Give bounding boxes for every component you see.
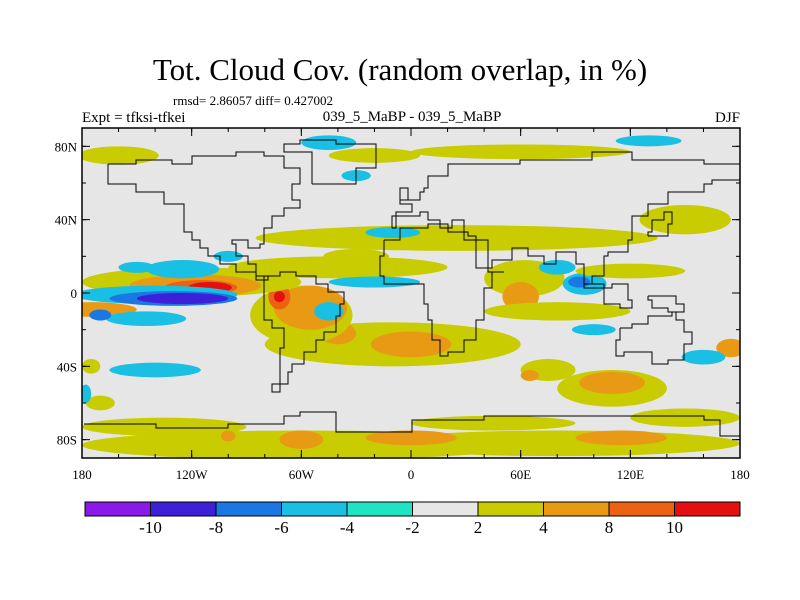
anomaly-patch <box>615 135 682 147</box>
anomaly-patch <box>314 302 344 321</box>
anomaly-patch <box>630 408 740 427</box>
anomaly-patch <box>370 331 452 358</box>
anomaly-patch <box>575 430 667 446</box>
anomaly-patch <box>82 417 247 437</box>
x-tick-label: 120E <box>617 467 645 482</box>
colorbar-swatch <box>674 501 741 517</box>
colorbar-label: -2 <box>405 518 419 537</box>
colorbar-label: 4 <box>539 518 548 537</box>
anomaly-patch <box>568 276 591 288</box>
anomaly-patch <box>520 370 539 381</box>
anomaly-patch <box>323 249 390 264</box>
land-outline <box>84 139 740 437</box>
x-tick-label: 0 <box>408 467 415 482</box>
anomaly-patch <box>89 309 112 321</box>
anomaly-patch <box>136 293 229 304</box>
colorbar-label: -8 <box>209 518 223 537</box>
colorbar-label: -10 <box>139 518 162 537</box>
colorbar-swatch <box>84 501 151 517</box>
anomaly-patch <box>82 146 159 165</box>
anomaly-patch <box>575 263 686 279</box>
colorbar-swatch <box>150 501 217 517</box>
anomaly-patch <box>118 261 156 273</box>
anomaly-patch <box>279 430 324 449</box>
season-label: DJF <box>714 110 740 126</box>
y-tick-label: 40N <box>55 213 78 228</box>
coastline <box>391 151 740 285</box>
coastline <box>583 283 633 309</box>
colorbar-swatch <box>412 501 479 517</box>
anomaly-patch <box>85 395 115 411</box>
coastline <box>263 271 345 393</box>
coastline <box>615 311 693 365</box>
anomaly-patch <box>328 148 421 163</box>
colorbar-swatch <box>281 501 348 517</box>
anomaly-patch <box>328 276 421 288</box>
colorbar-swatch <box>346 501 413 517</box>
coastline <box>399 187 409 201</box>
anomaly-patch <box>639 205 731 235</box>
y-tick-label: 80S <box>57 433 77 448</box>
x-tick-label: 60W <box>289 467 315 482</box>
x-tick-label: 60E <box>510 467 531 482</box>
anomaly-patch <box>145 260 220 279</box>
anomaly-patch <box>411 415 576 431</box>
anomaly-patch <box>109 362 201 378</box>
colorbar-label: 8 <box>605 518 614 537</box>
stats-text: rmsd= 2.86057 diff= 0.427002 <box>173 93 333 108</box>
coastline <box>283 139 377 185</box>
chart-title: Tot. Cloud Cov. (random overlap, in %) <box>152 52 648 87</box>
coastline <box>379 223 504 357</box>
experiment-label: Expt = tfksi-tfkei <box>82 110 186 126</box>
anomaly-patch <box>716 338 740 358</box>
colorbar-swatch <box>543 501 610 517</box>
anomaly-patch <box>365 227 421 238</box>
anomaly-patch <box>411 144 631 160</box>
anomaly-patch <box>571 324 616 336</box>
comparison-label: 039_5_MaBP - 039_5_MaBP <box>322 109 502 125</box>
x-tick-label: 180 <box>730 467 750 482</box>
anomaly-patch <box>365 430 457 446</box>
coastline <box>647 295 685 313</box>
y-tick-label: 40S <box>57 359 77 374</box>
x-tick-label: 180 <box>72 467 92 482</box>
anomaly-patch <box>484 302 631 321</box>
y-tick-label: 0 <box>71 286 78 301</box>
x-tick-label: 120W <box>176 467 209 482</box>
colorbar-label: 2 <box>474 518 483 537</box>
anomaly-patch <box>82 384 92 403</box>
colorbar-label: -4 <box>340 518 355 537</box>
anomaly-patch <box>579 371 645 394</box>
y-tick-label: 80N <box>55 139 78 154</box>
colorbar: -10 -8 -6 -4 -2 2 4 8 10 <box>84 501 741 537</box>
anomaly-patch <box>220 430 236 442</box>
anomaly-patch <box>273 291 285 303</box>
colorbar-swatch <box>477 501 544 517</box>
anomaly-patch <box>255 225 658 251</box>
anomaly-patch <box>82 359 101 374</box>
anomaly-patch <box>105 311 187 326</box>
map-field <box>82 128 740 458</box>
colorbar-swatch <box>608 501 675 517</box>
coastline <box>647 211 673 237</box>
coastline <box>107 151 301 281</box>
coastline <box>84 411 740 437</box>
colorbar-label: 10 <box>666 518 683 537</box>
anomaly-patch <box>301 135 357 151</box>
anomaly-patch <box>681 349 726 365</box>
colorbar-swatch <box>215 501 282 517</box>
colorbar-label: -6 <box>274 518 288 537</box>
anomaly-patch <box>228 256 448 279</box>
